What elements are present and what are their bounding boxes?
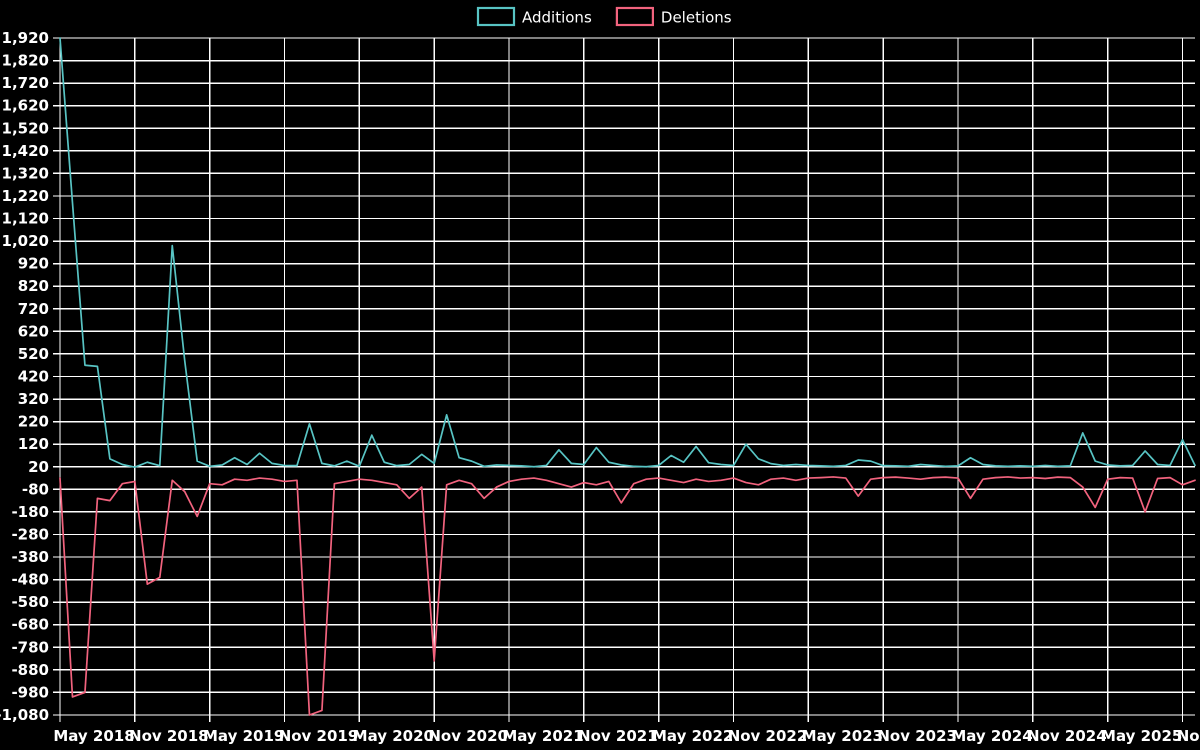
y-axis-tick-label: 1,620 [2, 97, 49, 115]
series-line-deletions [59, 476, 1196, 716]
series-line-additions [59, 37, 1196, 469]
y-axis-tick-label: 120 [18, 435, 49, 453]
y-axis-tick-label: 620 [18, 322, 49, 340]
legend-label-deletions: Deletions [661, 9, 732, 27]
x-axis-tick-label: Nov 2024 [1027, 727, 1107, 745]
x-axis-tick-label: Nov 2018 [129, 727, 209, 745]
x-axis-tick-label: May 2021 [502, 727, 583, 745]
x-axis-tick-label: Nov 2020 [428, 727, 508, 745]
y-axis-tick-label: 820 [18, 277, 49, 295]
x-axis-tick-label: May 2024 [951, 727, 1032, 745]
y-axis-tick-label: -280 [11, 525, 49, 543]
x-axis-tick-label: May 2019 [203, 727, 284, 745]
y-axis-tick-label: -580 [11, 593, 49, 611]
x-axis-tick-label: May 2020 [353, 727, 434, 745]
x-axis-tick-label: Nov 2025 [1177, 727, 1200, 745]
x-axis-tick-label: May 2022 [652, 727, 733, 745]
y-axis-tick-label: -880 [11, 661, 49, 679]
y-axis-tick-label: 1,820 [2, 52, 49, 70]
x-axis-tick-label: Nov 2023 [877, 727, 957, 745]
y-axis-tick-label: 1,320 [2, 164, 49, 182]
y-axis-tick-label: -480 [11, 571, 49, 589]
legend-item-deletions[interactable]: Deletions [615, 6, 732, 27]
chart-legend[interactable]: Additions Deletions [476, 6, 732, 27]
y-axis-tick-label: 720 [18, 300, 49, 318]
y-axis-tick-label: 520 [18, 345, 49, 363]
y-axis-tick-label: -380 [11, 548, 49, 566]
y-axis-tick-label: 1,120 [2, 210, 49, 228]
y-axis-tick-label: 1,020 [2, 232, 49, 250]
y-axis-tick-label: 1,520 [2, 119, 49, 137]
y-axis-tick-label: 1,420 [2, 142, 49, 160]
legend-swatch-deletions [615, 6, 655, 27]
y-axis-tick-label: 1,220 [2, 187, 49, 205]
y-axis-tick-label: 1,920 [2, 29, 49, 47]
x-axis-tick-label: Nov 2021 [578, 727, 658, 745]
series-layer [59, 37, 1196, 716]
y-axis-tick-label: -780 [11, 638, 49, 656]
y-axis-tick-label: 420 [18, 368, 49, 386]
x-axis-tick-label: Nov 2022 [728, 727, 808, 745]
y-axis-tick-label: 920 [18, 255, 49, 273]
grid-layer [59, 37, 1195, 716]
x-axis-tick-label: May 2025 [1101, 727, 1182, 745]
y-axis-tick-label: 1,720 [2, 74, 49, 92]
y-axis-tick-label: -680 [11, 616, 49, 634]
x-axis-tick-label: May 2023 [802, 727, 883, 745]
legend-item-additions[interactable]: Additions [476, 6, 592, 27]
y-axis-tick-label: -180 [11, 503, 49, 521]
y-axis-tick-label: -80 [22, 480, 49, 498]
y-axis-tick-label: 320 [18, 390, 49, 408]
y-axis-tick-label: -980 [11, 683, 49, 701]
y-axis-tick-label: -1,080 [0, 706, 49, 724]
y-axis-tick-label: 220 [18, 413, 49, 431]
tick-marks-layer [53, 37, 1184, 722]
y-axis-labels: 1,920 1,820 1,720 1,620 1,520 1,420 1,320 1,220… [0, 29, 49, 724]
legend-label-additions: Additions [522, 9, 592, 27]
y-axis-tick-label: 20 [28, 458, 49, 476]
x-axis-tick-label: Nov 2019 [279, 727, 359, 745]
x-axis-tick-label: May 2018 [53, 727, 134, 745]
legend-swatch-additions [476, 6, 516, 27]
